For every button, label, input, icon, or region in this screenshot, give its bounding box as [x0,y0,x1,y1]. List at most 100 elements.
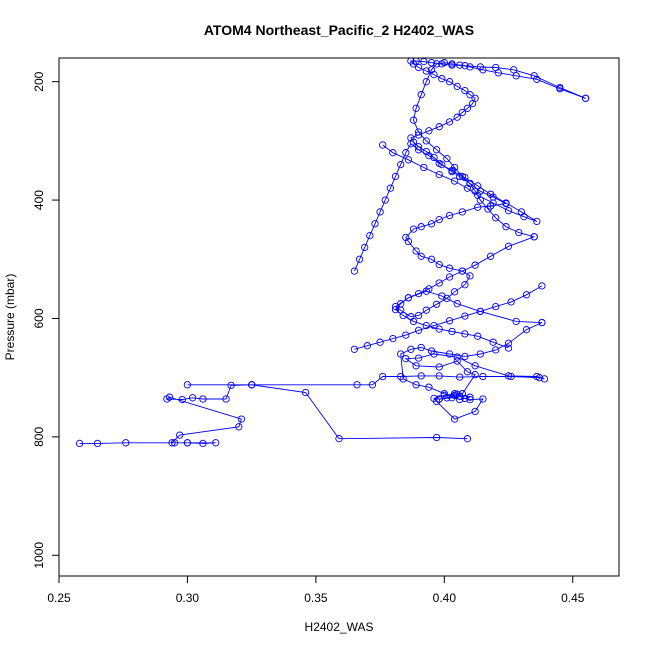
data-point [412,104,420,112]
data-point [412,362,420,370]
data-point [440,390,448,398]
data-point [479,66,487,74]
x-tick-label: 0.35 [304,591,328,605]
data-point [397,350,405,358]
data-point [404,156,413,164]
data-point [353,381,361,389]
data-point [448,166,456,175]
data-point [427,255,436,263]
x-tick-label: 0.40 [433,591,457,605]
data-point [461,86,469,95]
data-point [522,291,531,299]
data-point [212,439,220,447]
data-point [188,394,197,402]
series-line [251,353,545,400]
data-point [463,435,472,443]
data-point [435,170,443,179]
data-point [463,104,472,112]
data-point [227,381,235,390]
y-tick-label: 800 [32,427,46,447]
data-point [417,91,425,99]
data-point [422,321,430,330]
data-point [461,173,469,182]
data-point [427,59,436,67]
data-point [435,159,443,168]
data-point [404,294,413,302]
data-point [435,325,443,333]
data-point [350,267,359,275]
data-point [461,330,469,338]
data-point [389,149,397,157]
data-point [417,252,425,260]
data-point [414,289,423,298]
x-axis: 0.25 0.30 0.35 0.40 0.45 [47,576,585,605]
data-point [376,208,384,216]
data-point [163,395,171,403]
data-point [492,302,500,311]
chart-title: ATOM4 Northeast_Pacific_2 H2402_WAS [204,22,474,38]
data-point [556,85,564,93]
data-point [363,342,371,350]
data-point [435,215,443,224]
y-tick-label: 1000 [32,542,46,569]
data-point [409,116,418,124]
data-point [427,347,436,355]
data-point [430,321,438,330]
data-point [450,415,459,423]
data-point [199,395,207,403]
data-point [435,395,443,403]
data-point [458,267,466,275]
data-point [425,127,433,135]
data-point [435,372,443,380]
data-point [397,300,405,308]
x-tick-label: 0.30 [176,591,200,605]
data-point [407,345,415,353]
data-point [397,372,405,381]
data-point [176,431,184,439]
data-point [502,223,510,231]
data-point [335,435,343,443]
data-point [474,332,482,340]
data-point [445,273,454,281]
data-point [414,146,423,154]
data-point [425,285,433,293]
data-point [538,282,546,290]
data-point [425,383,433,391]
data-point [386,184,395,192]
data-point [504,242,513,250]
data-point [440,59,448,67]
data-point [422,306,430,314]
data-point [510,66,518,74]
data-point [533,75,541,83]
data-point [366,231,374,240]
data-point [435,123,443,131]
data-point [427,220,436,228]
data-point [422,67,430,75]
series-line [400,322,543,420]
x-tick-label: 0.45 [561,591,585,605]
data-point [435,363,443,371]
data-point [350,345,359,353]
data-point [435,279,443,287]
data-point [466,272,474,280]
x-tick-label: 0.25 [47,591,71,605]
data-point [445,264,454,272]
data-point [471,371,479,379]
data-point [474,203,482,211]
data-point [389,334,397,343]
data-point [430,394,438,403]
series-line [354,285,543,350]
y-axis-label: Pressure (mbar) [3,274,17,361]
data-point [445,78,454,86]
data-point [355,255,364,263]
data-point [453,82,461,91]
data-point [456,395,464,404]
data-point [93,439,102,448]
y-tick-label: 200 [32,71,46,91]
data-point [414,326,423,334]
data-point [456,373,464,381]
data-point [445,211,454,220]
data-point [443,154,451,163]
data-point [502,199,510,207]
data-point [170,439,179,447]
